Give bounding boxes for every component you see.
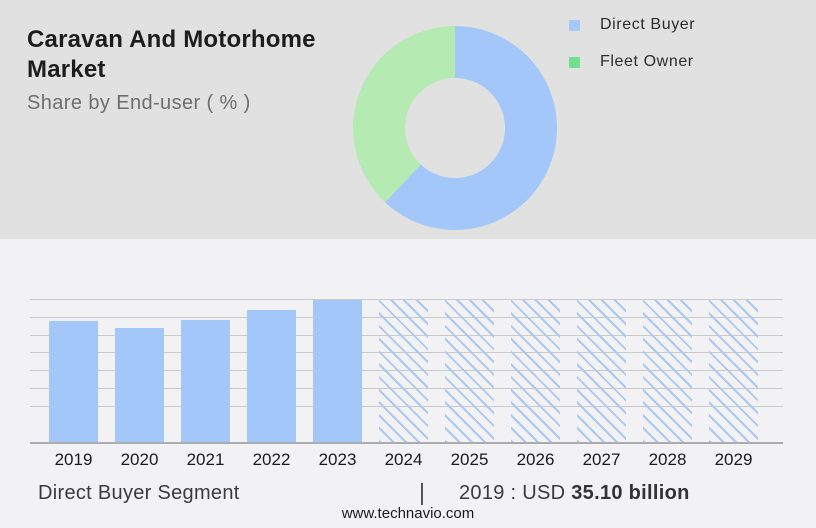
forecast-bar-2029 — [709, 300, 758, 442]
segment-value: 2019 : USD 35.10 billion — [459, 482, 690, 505]
bar-2019 — [49, 321, 98, 442]
x-tick-label-2024: 2024 — [384, 450, 423, 469]
x-tick-label-2020: 2020 — [120, 450, 159, 469]
forecast-bar-2027 — [577, 300, 626, 442]
footer-separator: | — [419, 479, 425, 505]
legend-item-direct-buyer: Direct Buyer — [569, 13, 695, 37]
bar-2023 — [313, 300, 362, 442]
donut-segment-direct-buyer — [385, 26, 557, 230]
bar-2020 — [115, 328, 164, 442]
donut-segment-fleet-owner — [353, 26, 455, 203]
bar-2021 — [181, 320, 230, 442]
gridline — [30, 299, 783, 300]
forecast-bar-2028 — [643, 300, 692, 442]
legend-swatch-blue — [569, 19, 580, 31]
legend-item-fleet-owner: Fleet Owner — [569, 50, 695, 74]
value-prefix: 2019 : USD — [459, 482, 572, 504]
legend-swatch-green — [569, 56, 580, 68]
legend: Direct Buyer Fleet Owner — [569, 13, 695, 87]
x-tick-label-2019: 2019 — [54, 450, 93, 469]
page-title: Caravan And Motorhome Market — [27, 26, 316, 83]
x-tick-label-2023: 2023 — [318, 450, 357, 469]
segment-label: Direct Buyer Segment — [38, 482, 240, 504]
x-tick-label-2027: 2027 — [582, 450, 621, 469]
forecast-bar-2026 — [511, 300, 560, 442]
bar-chart-section: 2019 2020 2021 2022 2023 2024 2025 2026 2027 2028… — [0, 239, 816, 528]
website-url: www.technavio.com — [341, 505, 475, 522]
page-subtitle: Share by End-user ( % ) — [27, 92, 251, 114]
bar-chart-plot-area — [30, 299, 783, 444]
forecast-bar-2025 — [445, 300, 494, 442]
x-tick-label-2021: 2021 — [186, 450, 225, 469]
x-tick-label-2029: 2029 — [714, 450, 753, 469]
bar-2022 — [247, 310, 296, 442]
value-amount: 35.10 billion — [571, 482, 690, 504]
legend-label: Direct Buyer — [600, 16, 696, 33]
donut-section: Caravan And Motorhome Market Share by En… — [0, 0, 816, 239]
forecast-bar-2024 — [379, 300, 428, 442]
x-tick-label-2025: 2025 — [450, 450, 489, 469]
x-tick-label-2022: 2022 — [252, 450, 291, 469]
x-tick-label-2028: 2028 — [648, 450, 687, 469]
legend-label: Fleet Owner — [600, 53, 694, 70]
x-tick-label-2026: 2026 — [516, 450, 555, 469]
donut-chart — [353, 26, 557, 230]
title-block: Caravan And Motorhome Market Share by En… — [27, 25, 327, 115]
